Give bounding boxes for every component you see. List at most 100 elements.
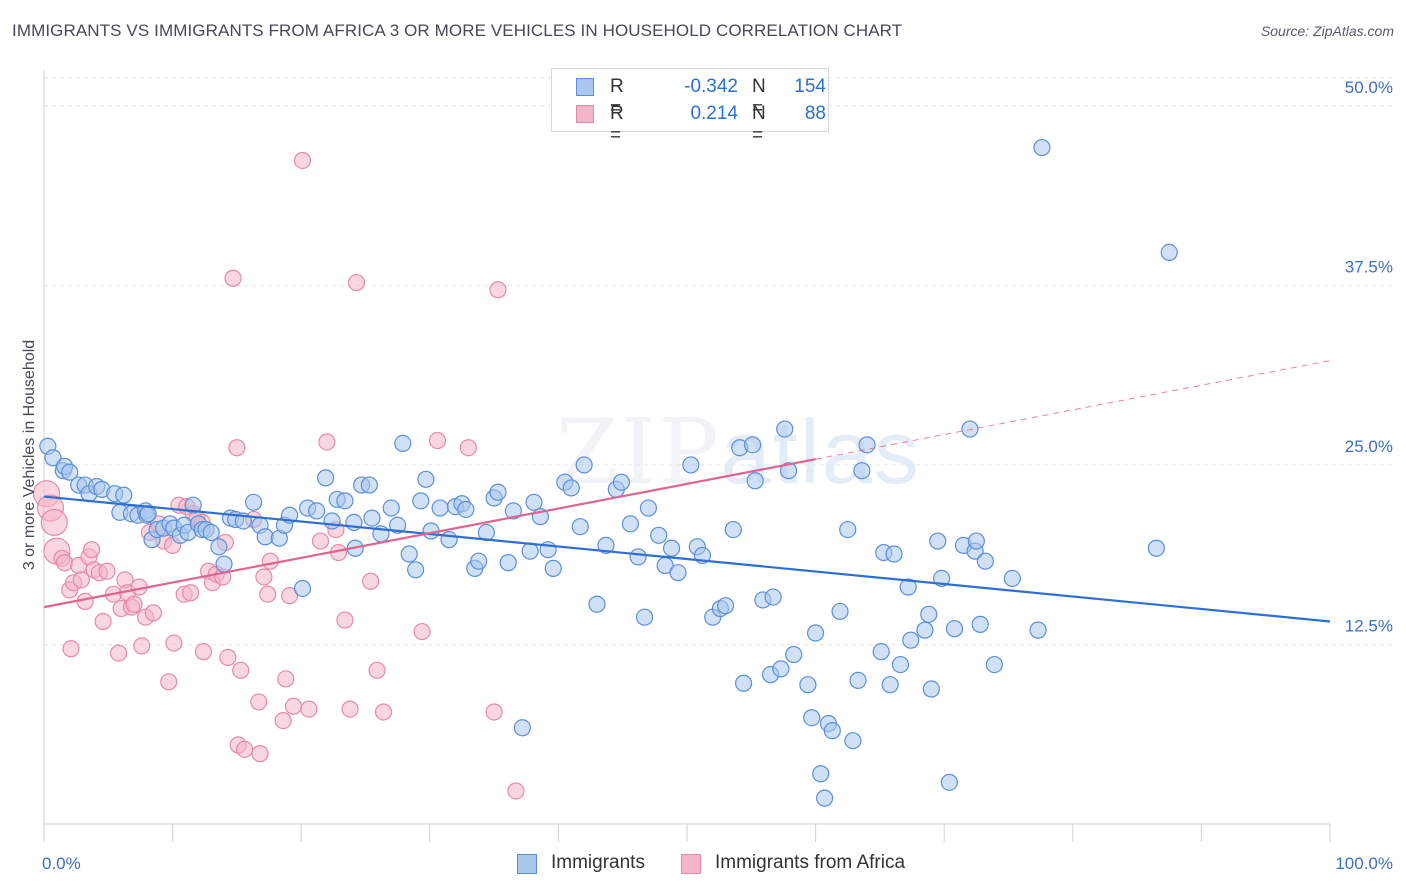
y-tick-label: 12.5% bbox=[1345, 616, 1393, 635]
immigrants-point bbox=[308, 502, 326, 520]
immigrants-point bbox=[872, 643, 890, 661]
immigrants-point bbox=[985, 655, 1003, 674]
immigrants-point bbox=[293, 579, 312, 598]
immigrants-point bbox=[853, 462, 871, 480]
immigrants-point bbox=[812, 765, 830, 783]
immigrants-point bbox=[245, 493, 263, 511]
africa-point bbox=[300, 700, 318, 718]
immigrants-point bbox=[336, 492, 354, 510]
africa-point bbox=[182, 584, 200, 602]
africa-point bbox=[94, 612, 112, 631]
immigrants-point bbox=[743, 436, 762, 454]
immigrants-point bbox=[389, 516, 407, 534]
legend-n-value: 154 bbox=[794, 76, 826, 97]
immigrants-point bbox=[382, 499, 400, 517]
immigrants-point bbox=[779, 462, 798, 480]
correlation-legend: R = -0.342 N = 154 R = 0.214 N = 88 bbox=[551, 68, 829, 146]
immigrants-point bbox=[210, 538, 228, 556]
immigrants-point bbox=[772, 660, 790, 678]
immigrants-point bbox=[440, 531, 458, 549]
immigrants-point bbox=[976, 552, 994, 570]
immigrants-point bbox=[394, 434, 412, 453]
series-africa-points bbox=[32, 151, 525, 800]
africa-point bbox=[224, 269, 242, 287]
africa-point bbox=[413, 622, 431, 641]
africa-point bbox=[194, 643, 213, 661]
immigrants-point bbox=[776, 420, 794, 438]
immigrants-trend-line bbox=[43, 495, 1331, 623]
africa-point bbox=[82, 541, 101, 559]
africa-point bbox=[281, 587, 299, 605]
africa-point bbox=[341, 700, 359, 718]
africa-point bbox=[98, 562, 116, 580]
africa-point bbox=[485, 703, 503, 721]
y-tick-label: 37.5% bbox=[1345, 257, 1393, 276]
africa-point bbox=[72, 571, 90, 589]
africa-point bbox=[55, 554, 74, 572]
immigrants-point bbox=[317, 469, 335, 487]
immigrants-point bbox=[499, 554, 517, 572]
africa-point bbox=[232, 661, 250, 679]
immigrants-point bbox=[513, 719, 531, 737]
immigrants-point bbox=[920, 605, 938, 623]
immigrants-point bbox=[407, 561, 425, 579]
immigrants-point bbox=[940, 773, 958, 791]
legend-label-africa: Immigrants from Africa bbox=[715, 852, 906, 873]
immigrants-point bbox=[929, 532, 947, 550]
legend-r-value: 0.214 bbox=[690, 103, 738, 124]
africa-point bbox=[274, 711, 292, 730]
y-tick-label: 50.0% bbox=[1345, 78, 1393, 97]
immigrants-point bbox=[916, 621, 934, 639]
tick-labels: 12.5% 25.0% 37.5% 50.0% 0.0% 100.0% bbox=[42, 78, 1393, 873]
africa-point bbox=[374, 703, 393, 721]
africa-point bbox=[251, 745, 269, 763]
africa-point bbox=[336, 611, 354, 629]
immigrants-point bbox=[816, 789, 834, 807]
immigrants-point bbox=[823, 722, 841, 740]
africa-point bbox=[507, 782, 525, 800]
immigrants-point bbox=[457, 500, 475, 519]
x-tick-label: 0.0% bbox=[42, 854, 81, 873]
immigrants-point bbox=[971, 615, 989, 633]
immigrants-point bbox=[1160, 243, 1178, 261]
immigrants-point bbox=[562, 479, 580, 497]
immigrants-point bbox=[256, 528, 274, 546]
africa-point bbox=[165, 634, 183, 652]
africa-point bbox=[318, 433, 336, 451]
africa-point bbox=[489, 281, 507, 299]
immigrants-point bbox=[945, 620, 964, 638]
immigrants-point bbox=[184, 496, 202, 514]
immigrants-point bbox=[716, 597, 735, 615]
immigrants-point bbox=[525, 493, 543, 511]
africa-point bbox=[255, 568, 273, 586]
series-legend: Immigrants Immigrants from Africa bbox=[0, 852, 1406, 876]
africa-point bbox=[133, 637, 151, 655]
immigrants-point bbox=[799, 676, 817, 694]
africa-point bbox=[428, 431, 447, 450]
immigrants-point bbox=[806, 624, 825, 642]
immigrants-point bbox=[431, 499, 449, 517]
africa-point bbox=[368, 661, 386, 679]
africa-point bbox=[219, 648, 237, 667]
immigrants-point bbox=[669, 564, 687, 582]
africa-point bbox=[160, 673, 178, 691]
immigrants-point bbox=[922, 680, 940, 698]
immigrants-point bbox=[612, 473, 631, 491]
immigrants-point bbox=[902, 631, 920, 649]
immigrants-point bbox=[785, 645, 803, 664]
immigrants-point bbox=[400, 545, 418, 563]
legend-n-value: 88 bbox=[804, 103, 826, 124]
legend-n-label: N = bbox=[752, 103, 766, 146]
immigrants-point bbox=[504, 502, 522, 520]
immigrants-point bbox=[639, 499, 658, 517]
africa-point bbox=[125, 595, 143, 613]
legend-swatch-blue bbox=[576, 78, 594, 96]
africa-point bbox=[259, 585, 277, 603]
immigrants-point bbox=[1003, 569, 1021, 588]
immigrants-point bbox=[215, 555, 233, 573]
immigrants-point bbox=[724, 520, 742, 539]
immigrants-point bbox=[961, 420, 979, 438]
immigrants-point bbox=[839, 520, 857, 539]
immigrants-point bbox=[746, 472, 764, 490]
